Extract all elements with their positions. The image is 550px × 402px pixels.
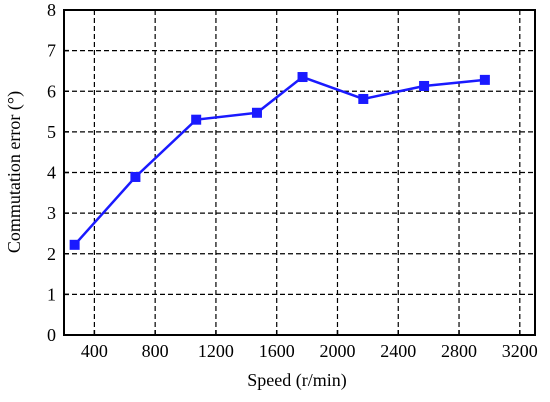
- x-tick-label: 2000: [319, 341, 355, 361]
- data-point: [251, 107, 262, 118]
- x-tick-label: 1200: [198, 341, 234, 361]
- x-tick-label: 1600: [259, 341, 295, 361]
- data-point: [479, 74, 490, 85]
- data-point: [297, 72, 308, 83]
- data-point: [191, 114, 202, 125]
- y-tick-label: 8: [47, 0, 56, 20]
- y-tick-label: 2: [47, 244, 56, 264]
- y-tick-label: 1: [47, 284, 56, 304]
- x-tick-label: 2400: [380, 341, 416, 361]
- y-tick-label: 0: [47, 325, 56, 345]
- data-line: [73, 75, 485, 246]
- plot-frame: [63, 9, 536, 336]
- y-tick-label: 6: [47, 81, 56, 101]
- y-tick-label: 3: [47, 203, 56, 223]
- x-tick-label: 2800: [441, 341, 477, 361]
- data-point: [419, 80, 430, 91]
- x-tick-label: 800: [142, 341, 169, 361]
- data-point: [130, 171, 141, 182]
- data-point: [358, 93, 369, 104]
- data-point: [69, 239, 80, 250]
- x-axis-label: Speed (r/min): [247, 370, 346, 391]
- y-tick-label: 7: [47, 41, 56, 61]
- y-tick-label: 4: [47, 163, 56, 183]
- y-axis-label: Commutation error (°): [4, 91, 25, 253]
- y-tick-label: 5: [47, 122, 56, 142]
- x-tick-label: 3200: [502, 341, 538, 361]
- x-tick-label: 400: [81, 341, 108, 361]
